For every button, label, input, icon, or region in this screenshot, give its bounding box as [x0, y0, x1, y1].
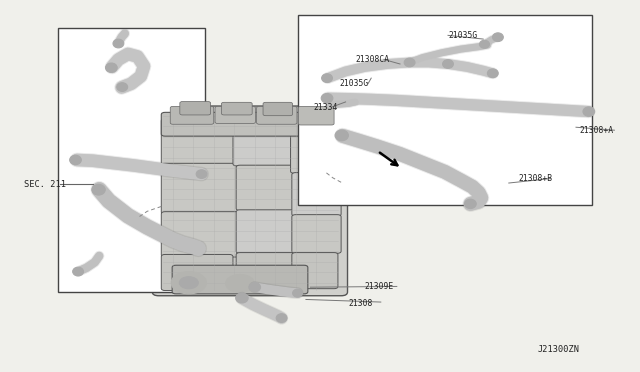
- Ellipse shape: [73, 267, 83, 276]
- Ellipse shape: [113, 39, 124, 48]
- Ellipse shape: [443, 60, 453, 68]
- Ellipse shape: [488, 69, 498, 78]
- FancyBboxPatch shape: [161, 254, 233, 291]
- Ellipse shape: [226, 275, 255, 292]
- Ellipse shape: [479, 40, 490, 48]
- Ellipse shape: [196, 170, 207, 179]
- Text: 21035G: 21035G: [339, 79, 369, 88]
- Ellipse shape: [322, 74, 332, 83]
- Text: 21334: 21334: [314, 103, 338, 112]
- Ellipse shape: [465, 199, 476, 209]
- FancyBboxPatch shape: [221, 102, 252, 115]
- Ellipse shape: [70, 155, 81, 165]
- Text: 21035G: 21035G: [448, 31, 477, 40]
- Ellipse shape: [583, 107, 595, 116]
- FancyBboxPatch shape: [172, 265, 308, 294]
- FancyBboxPatch shape: [170, 106, 214, 124]
- Ellipse shape: [335, 130, 348, 141]
- FancyBboxPatch shape: [257, 106, 297, 124]
- Text: SEC. 211: SEC. 211: [24, 180, 67, 189]
- FancyBboxPatch shape: [233, 122, 295, 166]
- Ellipse shape: [493, 33, 503, 42]
- Ellipse shape: [117, 83, 127, 92]
- FancyBboxPatch shape: [161, 212, 239, 257]
- Text: 21308: 21308: [349, 299, 373, 308]
- Bar: [58, 28, 205, 292]
- Text: 21309E: 21309E: [365, 282, 394, 291]
- Ellipse shape: [276, 314, 287, 323]
- FancyBboxPatch shape: [161, 112, 335, 136]
- FancyBboxPatch shape: [291, 132, 342, 173]
- FancyBboxPatch shape: [263, 102, 292, 116]
- FancyBboxPatch shape: [298, 106, 334, 125]
- Ellipse shape: [321, 93, 333, 103]
- Text: 21308+A: 21308+A: [579, 126, 613, 135]
- FancyBboxPatch shape: [161, 119, 246, 166]
- Ellipse shape: [172, 272, 206, 294]
- Ellipse shape: [106, 63, 117, 73]
- Text: J21300ZN: J21300ZN: [538, 345, 580, 354]
- Ellipse shape: [236, 293, 248, 303]
- FancyBboxPatch shape: [152, 106, 348, 296]
- Text: 21308CA: 21308CA: [355, 55, 389, 64]
- FancyBboxPatch shape: [215, 106, 255, 124]
- FancyBboxPatch shape: [180, 102, 211, 115]
- Ellipse shape: [92, 185, 105, 195]
- Ellipse shape: [404, 58, 415, 67]
- FancyBboxPatch shape: [292, 253, 338, 289]
- FancyBboxPatch shape: [161, 163, 243, 214]
- Bar: [298, 15, 592, 205]
- FancyBboxPatch shape: [236, 210, 298, 253]
- Ellipse shape: [179, 277, 198, 289]
- Ellipse shape: [292, 289, 303, 297]
- FancyBboxPatch shape: [292, 215, 341, 253]
- FancyBboxPatch shape: [236, 165, 298, 211]
- Text: 21308+B: 21308+B: [518, 174, 552, 183]
- Ellipse shape: [249, 282, 260, 292]
- FancyBboxPatch shape: [292, 173, 341, 216]
- FancyBboxPatch shape: [236, 253, 295, 291]
